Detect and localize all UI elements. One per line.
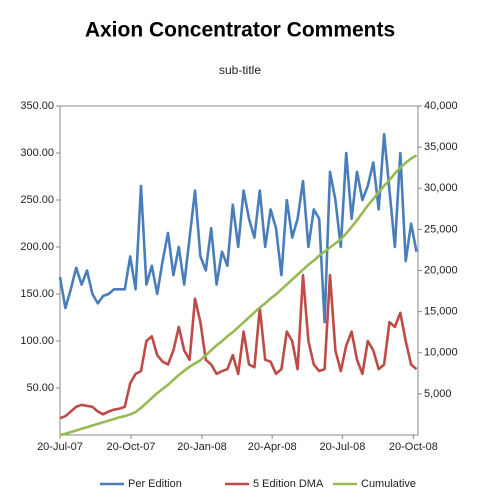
y2-tick-label: 15,000	[424, 306, 458, 318]
series-line	[58, 132, 418, 324]
y2-tick-label: 35,000	[424, 141, 458, 153]
y-tick-label: 150.00	[20, 288, 54, 300]
chart-subtitle: sub-title	[219, 63, 261, 77]
legend-label: 5 Edition DMA	[253, 478, 324, 490]
chart-title: Axion Concentrator Comments	[85, 19, 395, 42]
y-tick-label: 100.00	[20, 335, 54, 347]
legend-label: Per Edition	[128, 478, 182, 490]
y2-tick-label: 40,000	[424, 100, 458, 112]
y-tick-label: 200.00	[20, 241, 54, 253]
y-tick-label: 350.00	[20, 100, 54, 112]
y2-tick-label: 20,000	[424, 264, 458, 276]
y2-tick-label: 10,000	[424, 347, 458, 359]
x-tick-label: 20-Jan-08	[177, 441, 227, 453]
y-tick-label: 50.00	[26, 382, 54, 394]
y2-tick-label: 30,000	[424, 182, 458, 194]
y2-tick-label: 25,000	[424, 223, 458, 235]
x-tick-label: 20-Oct-08	[389, 441, 438, 453]
series-line	[59, 273, 418, 420]
y2-tick-label: 5,000	[424, 388, 452, 400]
x-tick-label: 20-Apr-08	[248, 441, 297, 453]
y-tick-label: 250.00	[20, 194, 54, 206]
plot-area	[59, 105, 419, 436]
x-tick-label: 20-Jul-08	[319, 441, 365, 453]
y-tick-label: 300.00	[20, 147, 54, 159]
series-line	[59, 154, 418, 437]
x-tick-label: 20-Oct-07	[107, 441, 156, 453]
legend-label: Cumulative	[361, 478, 416, 490]
x-tick-label: 20-Jul-07	[37, 441, 83, 453]
